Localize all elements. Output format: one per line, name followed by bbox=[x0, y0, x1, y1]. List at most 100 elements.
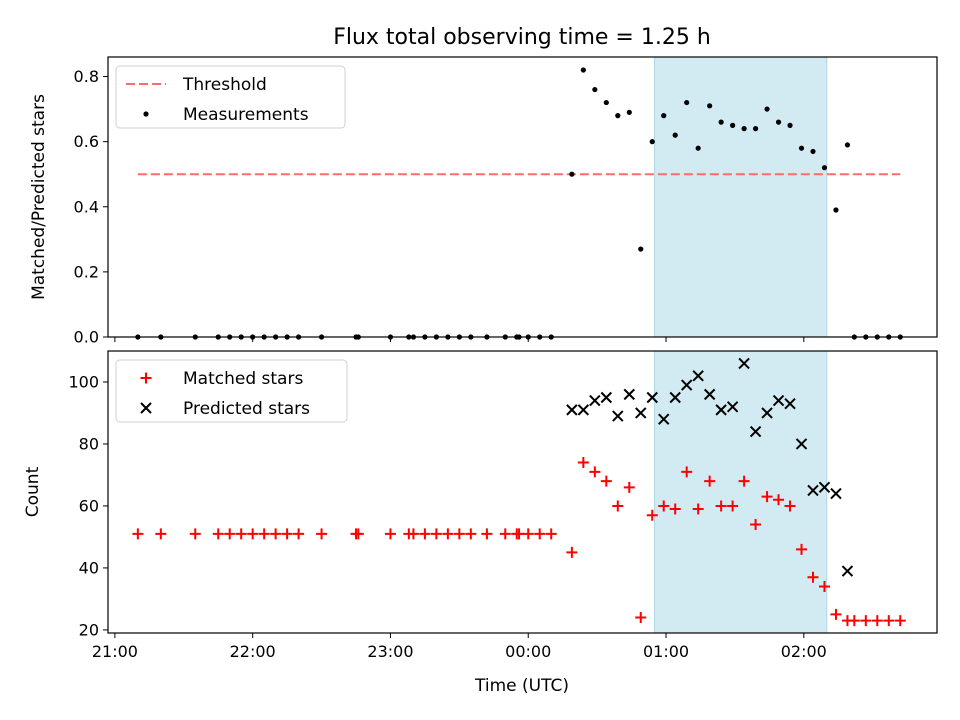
measurement-point bbox=[775, 119, 782, 125]
measurement-point bbox=[752, 126, 759, 132]
measurement-point bbox=[821, 165, 828, 171]
matched-stars-point bbox=[465, 528, 477, 540]
matched-stars-point bbox=[577, 457, 589, 469]
matched-stars-point bbox=[635, 612, 647, 624]
matched-stars-point bbox=[155, 528, 167, 540]
matched-stars-point bbox=[612, 500, 624, 512]
matched-stars-point bbox=[704, 475, 716, 487]
matched-stars-point bbox=[848, 615, 860, 627]
measurement-point bbox=[844, 142, 851, 148]
predicted-stars-point bbox=[726, 401, 739, 413]
measurement-point bbox=[638, 246, 644, 252]
y-tick-label: 100 bbox=[68, 372, 99, 391]
measurement-point bbox=[810, 148, 816, 155]
x-axis-label: Time (UTC) bbox=[474, 676, 569, 696]
matched-stars-point bbox=[727, 500, 739, 512]
matched-stars-point bbox=[189, 528, 201, 540]
legend-label: Predicted stars bbox=[183, 399, 310, 419]
x-tick-label: 23:00 bbox=[367, 642, 413, 661]
matched-stars-point bbox=[224, 528, 236, 540]
matched-stars-point bbox=[281, 528, 293, 540]
matched-stars-point bbox=[738, 475, 750, 487]
measurement-point bbox=[626, 109, 632, 115]
axes-frame bbox=[107, 350, 938, 634]
y-tick-label: 40 bbox=[79, 558, 99, 577]
predicted-stars-point bbox=[692, 370, 704, 382]
top-panel: 0.0 0.2 0.4 0.6 0.8 Matched/Predicted stars Th… bbox=[29, 56, 938, 347]
matched-stars-point bbox=[442, 528, 454, 540]
predicted-stars-point bbox=[830, 487, 842, 500]
matched-stars-point bbox=[871, 615, 883, 627]
legend-predicted-swatch bbox=[140, 402, 152, 414]
measurement-point bbox=[649, 139, 655, 145]
y-tick-label: 80 bbox=[79, 434, 99, 453]
y-tick-label: 0.2 bbox=[74, 262, 99, 281]
matched-stars-point bbox=[522, 528, 534, 540]
predicted-stars-point bbox=[841, 565, 854, 577]
measurement-point bbox=[730, 122, 736, 128]
y-tick-label: 60 bbox=[79, 496, 99, 515]
y-tick-label: 0.8 bbox=[74, 67, 99, 86]
measurement-point bbox=[718, 119, 724, 125]
measurement-point bbox=[661, 113, 667, 119]
predicted-stars-point bbox=[703, 388, 716, 401]
matched-stars-point bbox=[247, 528, 259, 540]
matched-stars-point bbox=[681, 466, 693, 478]
matched-stars-point bbox=[258, 528, 270, 540]
y-axis-label: Matched/Predicted stars bbox=[29, 94, 49, 300]
legend-label: Measurements bbox=[183, 105, 309, 125]
measurement-point bbox=[695, 145, 701, 151]
measurement-point bbox=[684, 99, 690, 106]
y-tick-label: 0.6 bbox=[74, 132, 99, 151]
predicted-stars-point bbox=[784, 397, 796, 410]
matched-stars-point bbox=[692, 503, 704, 515]
matched-stars-point bbox=[293, 528, 305, 540]
predicted-stars-point bbox=[772, 394, 785, 407]
y-tick-label: 0.4 bbox=[74, 197, 99, 216]
legend-matched-swatch bbox=[140, 372, 152, 384]
y-tick-label: 0.0 bbox=[74, 328, 99, 347]
matched-stars-point bbox=[589, 466, 601, 478]
predicted-stars-point bbox=[658, 413, 670, 425]
matched-stars-point bbox=[352, 528, 364, 540]
matched-stars-point bbox=[761, 491, 773, 503]
matched-stars-point bbox=[545, 528, 557, 540]
measurement-point bbox=[741, 126, 747, 132]
matched-stars-point bbox=[566, 546, 578, 558]
matched-stars-point bbox=[453, 528, 465, 540]
matched-stars-point bbox=[235, 528, 247, 540]
matched-stars-point bbox=[600, 475, 612, 487]
matched-stars-point bbox=[430, 528, 442, 540]
matched-stars-point bbox=[784, 500, 796, 512]
matched-stars-point bbox=[715, 500, 727, 512]
x-tick-label: 02:00 bbox=[781, 642, 827, 661]
matched-stars-point bbox=[212, 528, 224, 540]
matched-stars-point bbox=[669, 503, 681, 515]
legend-box bbox=[115, 65, 346, 129]
measurement-point bbox=[764, 106, 770, 112]
predicted-stars-point bbox=[795, 438, 808, 450]
matched-stars-point bbox=[623, 481, 635, 493]
legend-box bbox=[115, 359, 348, 423]
bottom-panel: 20 40 60 80 100 21:00 22:00 23:00 00:00 01:00 02:0… bbox=[23, 350, 938, 661]
measurement-point bbox=[592, 86, 598, 93]
measurement-point bbox=[615, 113, 621, 119]
matched-stars-point bbox=[894, 615, 906, 627]
matched-stars-point bbox=[750, 519, 762, 531]
predicted-stars-point bbox=[646, 391, 658, 404]
predicted-stars-point bbox=[761, 407, 773, 419]
matched-stars-point bbox=[316, 528, 328, 540]
matched-stars-point bbox=[818, 581, 830, 593]
measurement-point bbox=[798, 145, 805, 151]
axes-frame bbox=[107, 56, 938, 338]
y-tick-label: 20 bbox=[79, 620, 99, 639]
x-tick-label: 22:00 bbox=[230, 642, 276, 661]
matched-stars-point bbox=[658, 500, 670, 512]
matched-stars-point bbox=[384, 528, 396, 540]
matched-stars-point bbox=[270, 528, 282, 540]
predicted-stars-point bbox=[818, 481, 831, 494]
predicted-stars-point bbox=[715, 404, 727, 416]
matched-stars-point bbox=[883, 615, 895, 627]
x-tick-label: 01:00 bbox=[643, 642, 689, 661]
